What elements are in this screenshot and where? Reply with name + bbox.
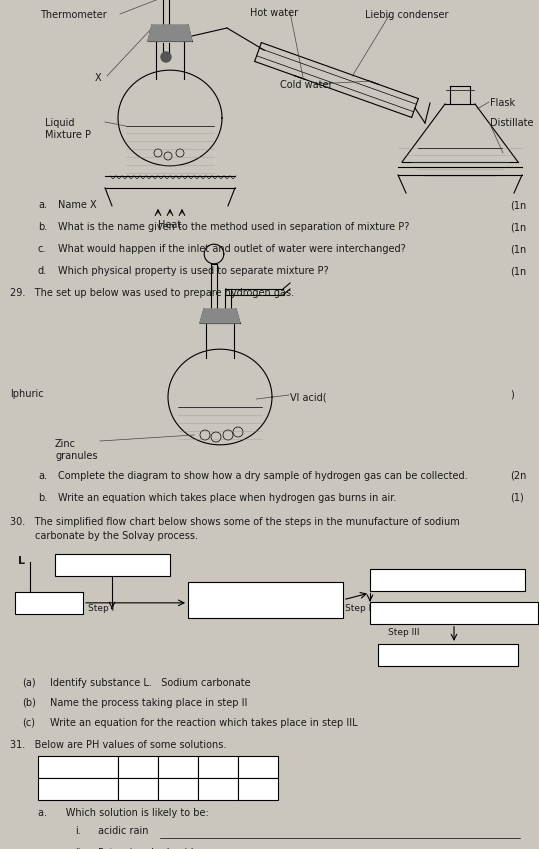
Text: What would happen if the inlet and outlet of water were interchanged?: What would happen if the inlet and outle… [58,244,406,254]
Bar [198,778,238,800]
Text: Identify substance L.   Sodium carbonate: Identify substance L. Sodium carbonate [50,678,251,688]
Text: Write an equation which takes place when hydrogen gas burns in air.: Write an equation which takes place when… [58,492,396,503]
Text: ): ) [510,389,514,399]
Text: a.      Which solution is likely to be:: a. Which solution is likely to be: [38,808,209,818]
Bar [118,756,158,778]
Text: Sodium carbonate: Sodium carbonate [406,651,489,661]
Text: PH: PH [71,784,85,795]
Text: 30.   The simplified flow chart below shows some of the steps in the munufacture: 30. The simplified flow chart below show… [10,517,460,527]
Text: (1n: (1n [510,222,526,232]
Text: Liebig condenser: Liebig condenser [365,10,448,20]
Bar [188,582,343,618]
Text: Vl acid(: Vl acid( [290,392,327,402]
Text: lphuric: lphuric [10,389,44,399]
Text: d.: d. [38,266,47,276]
Bar [238,756,278,778]
Bar [55,554,170,576]
Text: 29.   The set up below was used to prepare hydrogen gas.: 29. The set up below was used to prepare… [10,288,294,298]
Text: Name X: Name X [58,200,96,210]
Polygon shape [200,309,240,323]
Text: Y: Y [175,763,181,773]
Text: Brine: Brine [36,599,62,609]
Text: Carbon dioxide: Carbon dioxide [75,561,149,571]
Text: Flask: Flask [490,98,515,108]
Polygon shape [148,25,192,41]
Text: Name the process taking place in step II: Name the process taking place in step II [50,698,247,708]
Bar [158,756,198,778]
Text: (1n: (1n [510,244,526,254]
Text: (2n: (2n [510,471,527,481]
Circle shape [161,52,171,62]
Text: W: W [253,763,263,773]
Text: i.: i. [75,826,81,835]
Text: b.: b. [38,222,47,232]
Text: (1n: (1n [510,266,526,276]
Bar [198,756,238,778]
Text: Complete the diagram to show how a dry sample of hydrogen gas can be collected.: Complete the diagram to show how a dry s… [58,471,468,481]
Text: (1n: (1n [510,200,526,210]
Text: c.: c. [38,244,46,254]
Text: Which physical property is used to separate mixture P?: Which physical property is used to separ… [58,266,329,276]
Bar [118,778,158,800]
Text: 13.5: 13.5 [167,784,189,795]
Text: Thermometer: Thermometer [40,10,107,20]
Bar [38,756,118,778]
Text: carbonate by the Solvay process.: carbonate by the Solvay process. [10,531,198,541]
Text: b.: b. [38,492,47,503]
Text: Sodium hydrogen carbonate: Sodium hydrogen carbonate [390,610,519,618]
Text: (c): (c) [22,718,35,728]
Text: X: X [215,763,222,773]
Text: X: X [95,73,102,83]
Text: (a): (a) [22,678,36,688]
Bar [158,778,198,800]
Bar [238,778,278,800]
Text: Liquid
Mixture P: Liquid Mixture P [45,118,91,139]
Bar [378,644,518,666]
Text: a.: a. [38,200,47,210]
Text: Heat: Heat [158,220,182,230]
Text: 7.2: 7.2 [250,784,266,795]
Text: Write an equation for the reaction which takes place in step IIL: Write an equation for the reaction which… [50,718,357,728]
Text: Zinc
granules: Zinc granules [55,439,98,461]
Text: Distillate: Distillate [490,118,534,128]
Text: Hot water: Hot water [250,8,298,18]
Text: Ammonium chloride: Ammonium chloride [401,576,493,585]
Text: acidic rain: acidic rain [98,826,149,835]
Text: 2.2: 2.2 [210,784,226,795]
Text: 6.5: 6.5 [130,784,146,795]
Text: L: L [18,556,25,565]
Text: Potassium hydroxide: Potassium hydroxide [98,848,199,849]
Bar [370,602,538,624]
Text: Sodium hydrogen carbonate: Sodium hydrogen carbonate [201,604,329,613]
Text: Step II: Step II [345,604,374,613]
Text: Solution: Solution [58,763,98,773]
Text: (b): (b) [22,698,36,708]
Text: Step III: Step III [388,628,419,637]
Text: Step I: Step I [88,604,114,613]
Bar [38,778,118,800]
Text: a.: a. [38,471,47,481]
Text: What is the name given to the method used in separation of mixture P?: What is the name given to the method use… [58,222,410,232]
Text: 31.   Below are PH values of some solutions.: 31. Below are PH values of some solution… [10,739,226,750]
Text: ii.: ii. [75,848,84,849]
Text: (1): (1) [510,492,524,503]
Text: Z: Z [135,763,141,773]
Text: Ammonium chloride and: Ammonium chloride and [209,592,321,601]
Text: Cold water: Cold water [280,80,333,90]
Bar [15,592,83,614]
Bar [370,569,525,591]
